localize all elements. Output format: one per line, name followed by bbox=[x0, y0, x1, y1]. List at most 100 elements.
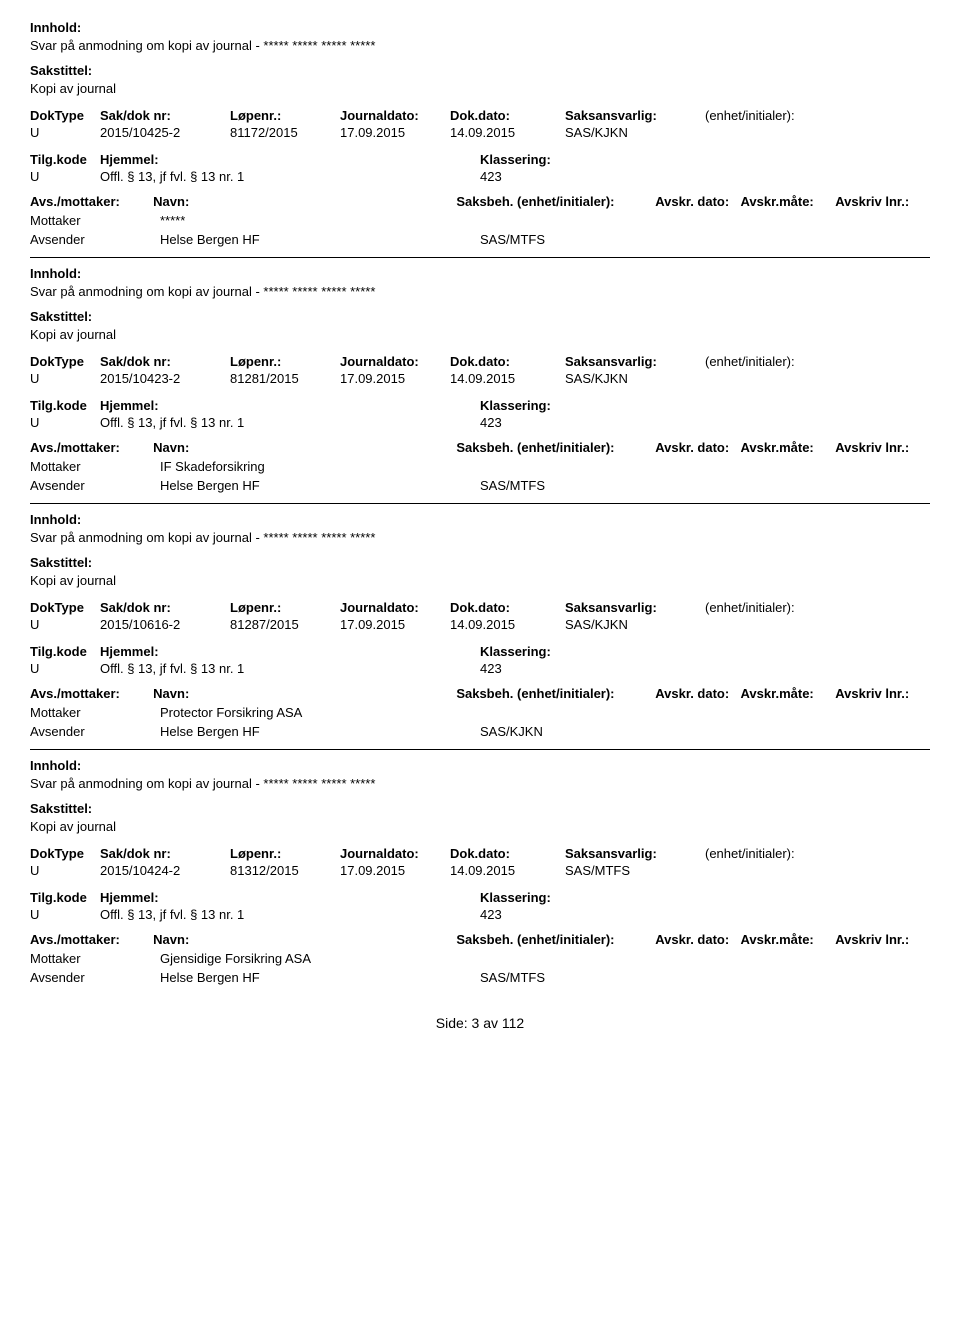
mottaker-saksbeh bbox=[480, 705, 680, 720]
avsmottaker-label: Avs./mottaker: bbox=[30, 440, 153, 455]
mottaker-saksbeh bbox=[480, 213, 680, 228]
avsender-label: Avsender bbox=[30, 232, 160, 247]
mottaker-label: Mottaker bbox=[30, 705, 160, 720]
lopenr-label: Løpenr.: bbox=[230, 846, 340, 861]
klassering-value: 423 bbox=[480, 661, 680, 676]
dokdato-value: 14.09.2015 bbox=[450, 371, 565, 386]
hjemmel-value: Offl. § 13, jf fvl. § 13 nr. 1 bbox=[100, 661, 480, 676]
innhold-label: Innhold: bbox=[30, 758, 930, 773]
hjemmel-value: Offl. § 13, jf fvl. § 13 nr. 1 bbox=[100, 415, 480, 430]
sakdok-value: 2015/10423-2 bbox=[100, 371, 230, 386]
journal-record: Innhold: Svar på anmodning om kopi av jo… bbox=[30, 758, 930, 985]
klassering-label: Klassering: bbox=[480, 890, 680, 905]
innhold-label: Innhold: bbox=[30, 512, 930, 527]
avsender-value: Helse Bergen HF bbox=[160, 478, 480, 493]
dokdato-value: 14.09.2015 bbox=[450, 617, 565, 632]
journaldato-value: 17.09.2015 bbox=[340, 617, 450, 632]
mottaker-label: Mottaker bbox=[30, 213, 160, 228]
doktype-label: DokType bbox=[30, 354, 100, 369]
avsender-saksbeh: SAS/KJKN bbox=[480, 724, 680, 739]
sakstittel-text: Kopi av journal bbox=[30, 819, 930, 834]
hjemmel-value: Offl. § 13, jf fvl. § 13 nr. 1 bbox=[100, 907, 480, 922]
tilgkode-label: Tilg.kode bbox=[30, 644, 100, 659]
avskriv-lnr-label: Avskriv lnr.: bbox=[835, 440, 930, 455]
dokdato-value: 14.09.2015 bbox=[450, 125, 565, 140]
avsender-label: Avsender bbox=[30, 478, 160, 493]
mottaker-label: Mottaker bbox=[30, 459, 160, 474]
journal-record: Innhold: Svar på anmodning om kopi av jo… bbox=[30, 266, 930, 493]
sakdok-label: Sak/dok nr: bbox=[100, 600, 230, 615]
record-separator bbox=[30, 503, 930, 504]
lopenr-label: Løpenr.: bbox=[230, 600, 340, 615]
journaldato-value: 17.09.2015 bbox=[340, 371, 450, 386]
saksbeh-label: Saksbeh. (enhet/initialer): bbox=[456, 686, 655, 701]
innhold-label: Innhold: bbox=[30, 266, 930, 281]
avsender-saksbeh: SAS/MTFS bbox=[480, 478, 680, 493]
tilgkode-label: Tilg.kode bbox=[30, 398, 100, 413]
sakstittel-text: Kopi av journal bbox=[30, 327, 930, 342]
mottaker-value: Protector Forsikring ASA bbox=[160, 705, 480, 720]
avs-header-row: Avs./mottaker: Navn: Saksbeh. (enhet/ini… bbox=[30, 194, 930, 209]
journal-record: Innhold: Svar på anmodning om kopi av jo… bbox=[30, 20, 930, 247]
hjemmel-value: Offl. § 13, jf fvl. § 13 nr. 1 bbox=[100, 169, 480, 184]
avsender-saksbeh: SAS/MTFS bbox=[480, 232, 680, 247]
dokdato-label: Dok.dato: bbox=[450, 354, 565, 369]
sakstittel-label: Sakstittel: bbox=[30, 63, 930, 78]
enhet-label: (enhet/initialer): bbox=[705, 600, 855, 615]
avsmottaker-label: Avs./mottaker: bbox=[30, 194, 153, 209]
mottaker-value: ***** bbox=[160, 213, 480, 228]
navn-label: Navn: bbox=[153, 932, 456, 947]
avskr-mate-label: Avskr.måte: bbox=[741, 440, 836, 455]
hjemmel-header-row: Tilg.kode Hjemmel: Klassering: bbox=[30, 398, 930, 413]
sakdok-value: 2015/10425-2 bbox=[100, 125, 230, 140]
saksbeh-label: Saksbeh. (enhet/initialer): bbox=[456, 194, 655, 209]
sakstittel-text: Kopi av journal bbox=[30, 81, 930, 96]
navn-label: Navn: bbox=[153, 686, 456, 701]
saksbeh-label: Saksbeh. (enhet/initialer): bbox=[456, 932, 655, 947]
klassering-label: Klassering: bbox=[480, 644, 680, 659]
hjemmel-label: Hjemmel: bbox=[100, 890, 480, 905]
sakstittel-label: Sakstittel: bbox=[30, 801, 930, 816]
doktype-label: DokType bbox=[30, 108, 100, 123]
saksansvarlig-label: Saksansvarlig: bbox=[565, 108, 705, 123]
avsender-row: Avsender Helse Bergen HF SAS/KJKN bbox=[30, 724, 930, 739]
saksansvarlig-label: Saksansvarlig: bbox=[565, 600, 705, 615]
avskr-mate-label: Avskr.måte: bbox=[741, 194, 836, 209]
mottaker-row: Mottaker Gjensidige Forsikring ASA bbox=[30, 951, 930, 966]
header-row: DokType Sak/dok nr: Løpenr.: Journaldato… bbox=[30, 354, 930, 369]
value-row: U 2015/10424-2 81312/2015 17.09.2015 14.… bbox=[30, 863, 930, 878]
avsender-row: Avsender Helse Bergen HF SAS/MTFS bbox=[30, 970, 930, 985]
hjemmel-header-row: Tilg.kode Hjemmel: Klassering: bbox=[30, 644, 930, 659]
journaldato-label: Journaldato: bbox=[340, 354, 450, 369]
saksansvarlig-value: SAS/KJKN bbox=[565, 125, 705, 140]
enhet-label: (enhet/initialer): bbox=[705, 108, 855, 123]
doktype-value: U bbox=[30, 125, 100, 140]
sakdok-label: Sak/dok nr: bbox=[100, 354, 230, 369]
saksansvarlig-value: SAS/KJKN bbox=[565, 617, 705, 632]
avs-header-row: Avs./mottaker: Navn: Saksbeh. (enhet/ini… bbox=[30, 440, 930, 455]
hjemmel-value-row: U Offl. § 13, jf fvl. § 13 nr. 1 423 bbox=[30, 907, 930, 922]
sakdok-value: 2015/10616-2 bbox=[100, 617, 230, 632]
hjemmel-label: Hjemmel: bbox=[100, 152, 480, 167]
saksansvarlig-value: SAS/MTFS bbox=[565, 863, 705, 878]
tilgkode-label: Tilg.kode bbox=[30, 890, 100, 905]
saksansvarlig-value: SAS/KJKN bbox=[565, 371, 705, 386]
doktype-value: U bbox=[30, 863, 100, 878]
mottaker-row: Mottaker ***** bbox=[30, 213, 930, 228]
header-row: DokType Sak/dok nr: Løpenr.: Journaldato… bbox=[30, 846, 930, 861]
avskr-mate-label: Avskr.måte: bbox=[741, 686, 836, 701]
avskriv-lnr-label: Avskriv lnr.: bbox=[835, 194, 930, 209]
klassering-value: 423 bbox=[480, 415, 680, 430]
hjemmel-label: Hjemmel: bbox=[100, 644, 480, 659]
avskriv-lnr-label: Avskriv lnr.: bbox=[835, 686, 930, 701]
avsmottaker-label: Avs./mottaker: bbox=[30, 932, 153, 947]
lopenr-value: 81287/2015 bbox=[230, 617, 340, 632]
dokdato-label: Dok.dato: bbox=[450, 846, 565, 861]
mottaker-saksbeh bbox=[480, 951, 680, 966]
lopenr-value: 81172/2015 bbox=[230, 125, 340, 140]
tilgkode-value: U bbox=[30, 661, 100, 676]
doktype-value: U bbox=[30, 371, 100, 386]
avsender-saksbeh: SAS/MTFS bbox=[480, 970, 680, 985]
journaldato-label: Journaldato: bbox=[340, 108, 450, 123]
journaldato-value: 17.09.2015 bbox=[340, 125, 450, 140]
